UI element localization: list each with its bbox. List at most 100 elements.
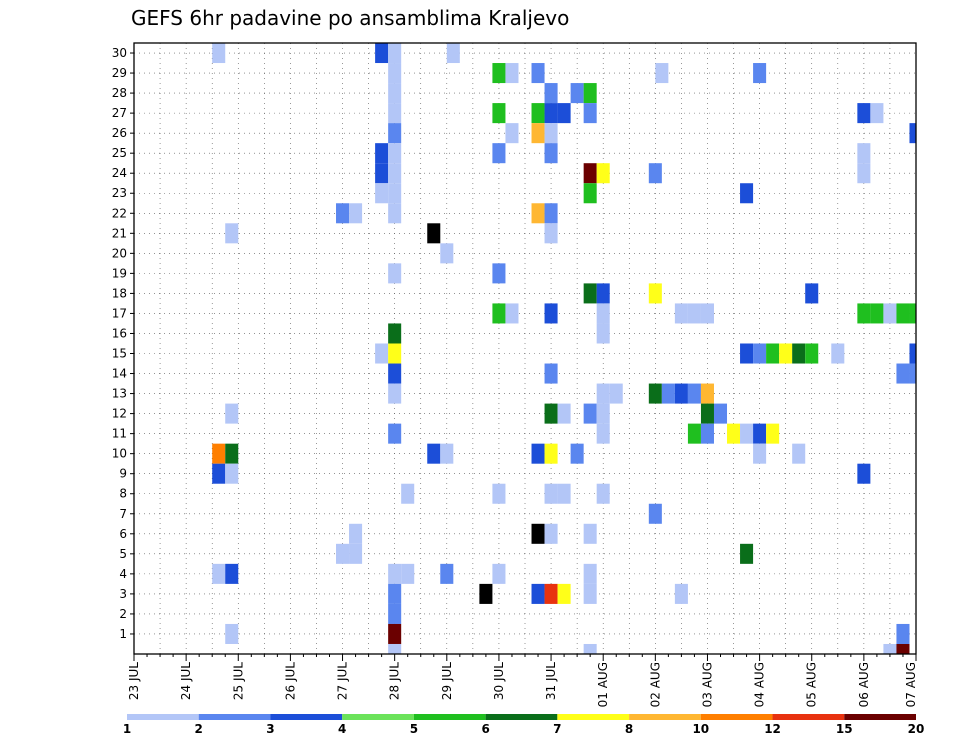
y-tick-label: 23	[112, 186, 127, 200]
legend-label: 8	[625, 722, 633, 736]
precip-cell	[570, 443, 584, 464]
legend-label: 15	[836, 722, 853, 736]
legend-label: 2	[195, 722, 203, 736]
legend-swatch	[342, 714, 414, 720]
precip-cell	[740, 343, 754, 364]
x-tick-label: 03 AUG	[700, 662, 714, 707]
precip-cell	[492, 103, 506, 124]
x-tick-label: 28 JUL	[388, 662, 402, 700]
precip-cell	[596, 483, 610, 504]
legend-swatch	[700, 714, 773, 720]
precip-cell	[805, 283, 819, 304]
precip-cell	[909, 123, 916, 144]
precip-cell	[544, 443, 558, 464]
precip-cell	[492, 563, 506, 584]
precip-cell	[792, 443, 806, 464]
precip-cell	[544, 83, 558, 104]
precip-cell	[388, 103, 402, 124]
x-tick-label: 29 JUL	[440, 662, 454, 700]
y-tick-label: 15	[112, 347, 127, 361]
x-tick-label: 24 JUL	[179, 662, 193, 700]
x-tick-label: 02 AUG	[648, 662, 662, 707]
y-tick-label: 12	[112, 407, 127, 421]
precip-cell	[349, 203, 363, 224]
precip-cell	[375, 143, 389, 164]
precip-cell	[388, 563, 402, 584]
legend-swatch	[629, 714, 701, 720]
legend-label: 5	[410, 722, 418, 736]
precip-cell	[896, 363, 910, 384]
precip-cell	[531, 583, 545, 604]
precip-cell	[427, 223, 441, 244]
precip-cell	[883, 643, 897, 654]
y-tick-label: 21	[112, 226, 127, 240]
y-tick-label: 22	[112, 206, 127, 220]
precip-cell	[225, 403, 239, 424]
precip-cell	[531, 203, 545, 224]
x-tick-label: 07 AUG	[904, 662, 918, 707]
precip-cell	[440, 443, 454, 464]
precip-cell	[753, 343, 767, 364]
legend-swatch	[270, 714, 343, 720]
precip-cell	[596, 283, 610, 304]
precip-cell	[388, 583, 402, 604]
x-tick-label: 31 JUL	[544, 662, 558, 700]
legend-label: 3	[266, 722, 274, 736]
legend-label: 1	[123, 722, 131, 736]
precip-cell	[388, 143, 402, 164]
precip-cell	[427, 443, 441, 464]
precip-cell	[570, 83, 584, 104]
precip-cell	[492, 303, 506, 324]
precip-cell	[531, 123, 545, 144]
precip-cell	[857, 143, 871, 164]
legend-label: 6	[481, 722, 489, 736]
precip-cell	[531, 523, 545, 544]
precip-cell	[583, 403, 597, 424]
y-tick-label: 13	[112, 387, 127, 401]
x-axis: 23 JUL 24 JUL 25 JUL 26 JUL 27 JUL 28 JUL 29 J…	[127, 654, 918, 707]
precip-cell	[492, 263, 506, 284]
y-tick-label: 30	[112, 46, 127, 60]
precip-cell	[401, 563, 415, 584]
precip-cell	[740, 543, 754, 564]
legend-label: 7	[553, 722, 561, 736]
precip-cell	[349, 543, 363, 564]
precip-cell	[531, 443, 545, 464]
legend-label: 12	[764, 722, 781, 736]
chart-title: GEFS 6hr padavine po ansamblima Kraljevo	[131, 6, 569, 30]
precip-cell	[505, 123, 519, 144]
y-tick-label: 14	[112, 367, 127, 381]
x-tick-label: 27 JUL	[336, 662, 350, 700]
precip-cell	[753, 423, 767, 444]
precip-cell	[674, 303, 688, 324]
precip-cell	[544, 223, 558, 244]
precip-cell	[388, 163, 402, 184]
precip-cell	[687, 303, 701, 324]
y-tick-label: 20	[112, 246, 127, 260]
precip-cell	[388, 183, 402, 204]
precip-cell	[609, 383, 623, 404]
precip-cell	[212, 563, 226, 584]
precip-cell	[225, 623, 239, 644]
precip-cell	[388, 363, 402, 384]
precip-cell	[388, 323, 402, 344]
y-tick-label: 1	[119, 627, 127, 641]
precip-cell	[870, 103, 884, 124]
precip-cell	[674, 583, 688, 604]
legend-swatch	[127, 714, 199, 720]
precip-cell	[388, 383, 402, 404]
legend-swatch	[413, 714, 486, 720]
precip-cell	[492, 143, 506, 164]
precip-cell	[375, 343, 389, 364]
precip-cell	[583, 283, 597, 304]
precip-cell	[648, 503, 662, 524]
y-tick-label: 25	[112, 146, 127, 160]
precip-cell	[388, 623, 402, 644]
precip-cell	[505, 63, 519, 84]
precip-cell	[225, 223, 239, 244]
precip-cell	[388, 423, 402, 444]
precip-cell	[583, 643, 597, 654]
precip-cell	[557, 103, 571, 124]
precip-cell	[687, 383, 701, 404]
